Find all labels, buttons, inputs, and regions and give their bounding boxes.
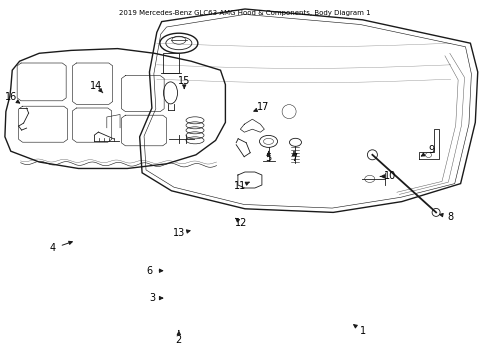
Text: 5: 5 [266,153,271,163]
Text: 8: 8 [448,212,454,222]
Text: 17: 17 [257,102,270,112]
Text: 7: 7 [291,153,297,163]
Text: 12: 12 [235,218,247,228]
Text: 1: 1 [360,326,366,336]
Text: 2: 2 [176,335,182,345]
Text: 6: 6 [147,266,152,276]
Text: 14: 14 [90,81,102,91]
Bar [163,53,178,73]
Text: 10: 10 [384,171,396,181]
Text: 3: 3 [149,293,155,303]
Text: 2019 Mercedes-Benz GLC63 AMG Hood & Components, Body Diagram 1: 2019 Mercedes-Benz GLC63 AMG Hood & Comp… [119,10,371,16]
Text: 4: 4 [50,243,56,253]
Text: 9: 9 [428,145,434,156]
Text: 15: 15 [178,76,191,86]
Text: 11: 11 [234,181,246,192]
Text: 16: 16 [5,92,17,102]
Text: 13: 13 [173,228,186,238]
